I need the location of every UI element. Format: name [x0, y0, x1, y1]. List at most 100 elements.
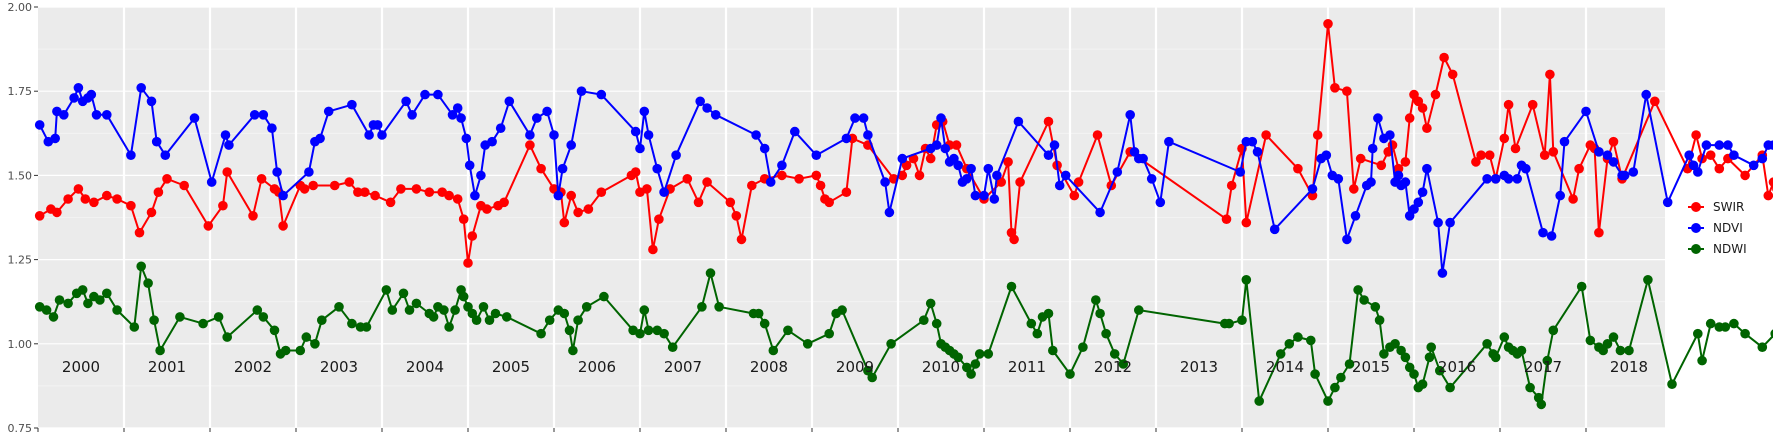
data-point-ndvi [272, 167, 282, 177]
data-point-swir [147, 208, 157, 218]
year-label: 2010 [922, 358, 960, 376]
data-point-ndwi [714, 302, 724, 312]
data-point-ndvi [1055, 181, 1065, 191]
data-point-ndvi [1629, 167, 1639, 177]
data-point-swir [1439, 53, 1449, 63]
data-point-ndvi [161, 150, 171, 160]
data-point-ndwi [668, 342, 678, 352]
data-point-ndvi [640, 107, 650, 117]
data-point-ndwi [334, 302, 344, 312]
data-point-swir [1227, 181, 1237, 191]
data-point-swir [1293, 164, 1303, 174]
data-point-ndvi [433, 90, 443, 100]
data-point-ndwi [1729, 319, 1739, 329]
data-point-ndwi [1375, 315, 1385, 325]
data-point-ndwi [175, 312, 185, 322]
data-point-ndwi [1758, 342, 1768, 352]
data-point-swir [525, 140, 535, 150]
data-point-swir [330, 181, 340, 191]
data-point-swir [81, 194, 91, 204]
data-point-ndwi [429, 312, 439, 322]
data-point-ndvi [87, 90, 97, 100]
data-point-ndwi [1285, 339, 1295, 349]
year-label: 2014 [1266, 358, 1304, 376]
data-point-ndvi [863, 130, 873, 140]
data-point-ndvi [1438, 268, 1448, 278]
data-point-ndvi [1663, 198, 1673, 208]
data-point-ndvi [1366, 177, 1376, 187]
data-point-ndvi [1401, 177, 1411, 187]
year-label: 2005 [492, 358, 530, 376]
data-point-ndwi [491, 309, 501, 319]
data-point-ndvi [1044, 150, 1054, 160]
data-point-ndvi [1394, 171, 1404, 181]
data-point-swir [566, 191, 576, 201]
data-point-ndvi [465, 161, 475, 171]
data-point-ndvi [1061, 171, 1071, 181]
data-point-ndvi [1270, 225, 1280, 235]
data-point-ndwi [222, 332, 232, 342]
data-point-ndwi [573, 315, 583, 325]
data-point-swir [737, 235, 747, 245]
legend-key-dot [1691, 244, 1701, 254]
data-point-ndvi [953, 161, 963, 171]
data-point-ndvi [966, 164, 976, 174]
data-point-swir [1388, 140, 1398, 150]
data-point-swir [463, 258, 473, 268]
year-label: 2003 [320, 358, 358, 376]
data-point-ndvi [554, 191, 564, 201]
data-point-swir [702, 177, 712, 187]
data-point-ndwi [1306, 336, 1316, 346]
data-point-ndwi [78, 285, 88, 295]
data-point-ndwi [760, 319, 770, 329]
data-point-swir [926, 154, 936, 164]
data-point-ndwi [659, 329, 669, 339]
data-point-ndwi [55, 295, 65, 305]
data-point-ndwi [886, 339, 896, 349]
data-point-ndvi [549, 130, 559, 140]
data-point-swir [842, 187, 852, 197]
data-point-ndwi [984, 349, 994, 359]
data-point-ndvi [941, 144, 951, 154]
data-point-ndwi [102, 289, 112, 299]
data-point-swir [370, 191, 380, 201]
data-point-ndvi [92, 110, 102, 120]
data-point-ndwi [1500, 332, 1510, 342]
data-point-swir [52, 208, 62, 218]
data-point-swir [747, 181, 757, 191]
data-point-ndwi [479, 302, 489, 312]
data-point-swir [222, 167, 232, 177]
data-point-ndvi [1609, 157, 1619, 167]
data-point-ndwi [640, 305, 650, 315]
data-point-ndvi [659, 187, 669, 197]
data-point-ndvi [577, 86, 587, 96]
data-point-ndwi [1549, 326, 1559, 336]
year-label: 2017 [1524, 358, 1562, 376]
data-point-swir [824, 198, 834, 208]
data-point-swir [482, 204, 492, 214]
data-point-swir [1476, 150, 1486, 160]
year-label: 2012 [1094, 358, 1132, 376]
data-point-ndvi [1512, 174, 1522, 184]
data-point-ndvi [453, 103, 463, 113]
data-point-ndwi [837, 305, 847, 315]
data-point-ndwi [1007, 282, 1017, 292]
data-point-ndwi [1740, 329, 1750, 339]
data-point-ndvi [760, 144, 770, 154]
data-point-ndvi [1560, 137, 1570, 147]
data-point-ndvi [420, 90, 430, 100]
data-point-ndvi [250, 110, 260, 120]
data-point-ndwi [214, 312, 224, 322]
year-label: 2016 [1438, 358, 1476, 376]
data-point-ndwi [1353, 285, 1363, 295]
data-point-ndvi [1758, 154, 1768, 164]
data-point-ndvi [50, 134, 60, 144]
data-point-ndwi [1721, 322, 1731, 332]
data-point-ndvi [1422, 164, 1432, 174]
data-point-ndwi [1426, 342, 1436, 352]
data-point-ndvi [842, 134, 852, 144]
data-point-ndwi [1643, 275, 1653, 285]
